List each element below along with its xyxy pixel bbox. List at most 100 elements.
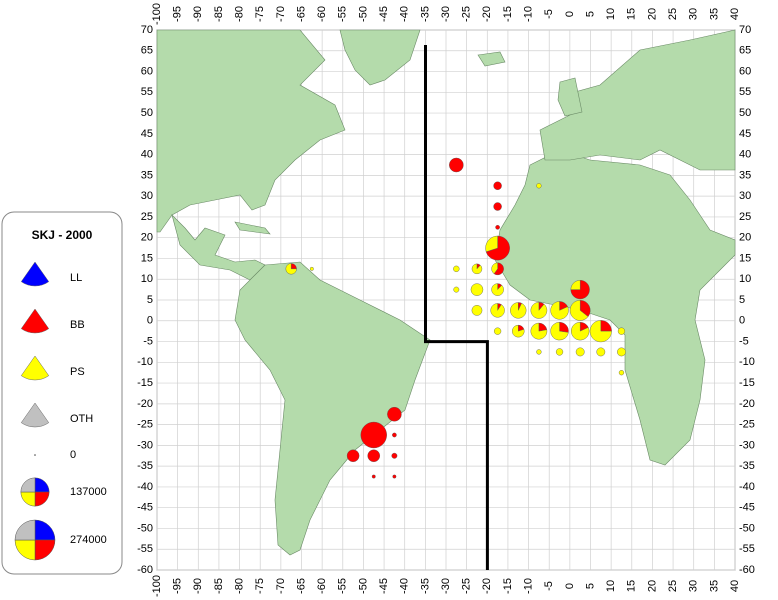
x-tick-label: 30: [688, 580, 700, 592]
x-tick-label: 35: [708, 8, 720, 20]
y-tick-label: -15: [137, 377, 153, 389]
x-tick-label: -85: [213, 578, 225, 594]
pie-wedge: [555, 348, 564, 356]
pie-wedge: [536, 183, 542, 189]
pie-wedge: [589, 320, 612, 343]
pie-wedge: [569, 300, 589, 321]
y-tick-label: 60: [141, 65, 153, 77]
legend-size-wedge: [20, 477, 36, 493]
pie-wedge: [346, 449, 360, 463]
pie-wedge: [571, 321, 590, 341]
y-tick-label: 20: [141, 232, 153, 244]
south-america: [234, 261, 431, 556]
y-tick-label: -40: [137, 481, 153, 493]
x-tick-label: -50: [357, 578, 369, 594]
x-tick-label: 0: [564, 11, 576, 17]
legend-swatch: [20, 402, 50, 428]
legend-size-label: 0: [70, 449, 76, 461]
x-tick-label: 10: [605, 8, 617, 20]
pie-wedge: [491, 283, 504, 296]
x-tick-label: 30: [688, 8, 700, 20]
pie-wedge: [579, 300, 591, 317]
pie-wedge: [570, 280, 581, 290]
legend-size-dot: [34, 454, 36, 456]
legend-swatch: [20, 355, 50, 381]
x-tick-label: -80: [233, 6, 245, 22]
stock-boundary: [424, 45, 489, 570]
x-tick-label: -35: [419, 6, 431, 22]
y-tick-label: -35: [137, 460, 153, 472]
x-tick-label: -25: [461, 6, 473, 22]
legend: SKJ - 2000 LL BB PS OTH 0 137000 274000: [1, 211, 123, 575]
y-tick-label: 65: [141, 45, 153, 57]
pie-wedge: [471, 263, 483, 274]
pie-wedge: [617, 327, 626, 335]
y-tick-label: -5: [739, 335, 749, 347]
y-tick-label: 5: [147, 294, 153, 306]
pie-wedge: [493, 202, 502, 211]
pie-wedge: [471, 305, 483, 316]
pie-wedge: [285, 263, 297, 275]
pie-wedge: [449, 157, 464, 173]
y-tick-label: -10: [137, 356, 153, 368]
y-tick-label: -50: [137, 522, 153, 534]
pie-wedge: [536, 349, 542, 355]
pie-wedge: [453, 286, 460, 293]
x-tick-label: -5: [543, 581, 555, 591]
legend-size-wedge: [14, 539, 36, 561]
pie-wedge: [493, 327, 502, 335]
x-tick-label: -90: [192, 6, 204, 22]
y-tick-label: -50: [739, 522, 755, 534]
legend-label: PS: [70, 366, 85, 378]
y-tick-label: -60: [137, 564, 153, 576]
x-tick-label: 20: [646, 8, 658, 20]
y-tick-label: -45: [137, 502, 153, 514]
legend-swatch: [20, 308, 50, 334]
x-tick-label: -75: [254, 578, 266, 594]
pie-wedge: [371, 474, 376, 479]
y-tick-label: 10: [739, 273, 751, 285]
x-tick-label: -15: [502, 6, 514, 22]
central-america: [171, 213, 266, 281]
pie-wedge: [550, 301, 569, 320]
x-tick-label: -10: [522, 578, 534, 594]
y-tick-label: 70: [739, 24, 751, 36]
pie-wedge: [470, 283, 484, 296]
pie-wedge: [490, 303, 505, 318]
x-tick-label: -95: [172, 578, 184, 594]
legend-size-wedge: [34, 519, 56, 541]
cuba: [234, 221, 271, 235]
x-tick-label: -40: [399, 6, 411, 22]
x-tick-label: 40: [729, 580, 741, 592]
y-tick-label: 60: [739, 65, 751, 77]
north-america: [156, 29, 346, 233]
x-tick-label: -65: [295, 578, 307, 594]
x-tick-label: -90: [192, 578, 204, 594]
x-tick-label: -60: [316, 578, 328, 594]
y-tick-label: 30: [739, 190, 751, 202]
pie-wedge: [387, 406, 402, 422]
y-tick-label: -10: [739, 356, 755, 368]
x-tick-label: 40: [729, 8, 741, 20]
pie-wedge: [530, 302, 548, 319]
pie-wedge: [392, 432, 397, 438]
pie-wedge: [596, 347, 606, 357]
x-tick-label: 15: [626, 580, 638, 592]
y-tick-label: 5: [739, 294, 745, 306]
x-tick-label: -45: [378, 578, 390, 594]
x-tick-label: -55: [337, 578, 349, 594]
y-tick-label: -40: [739, 481, 755, 493]
pie-wedge: [575, 347, 585, 357]
x-tick-label: 20: [646, 580, 658, 592]
x-tick-label: -85: [213, 6, 225, 22]
y-tick-label: -30: [739, 439, 755, 451]
x-tick-label: 10: [605, 580, 617, 592]
y-tick-label: -55: [137, 543, 153, 555]
legend-label: BB: [70, 319, 85, 331]
pie-wedge: [491, 262, 498, 275]
pie-wedge: [493, 262, 504, 276]
pie-wedge: [367, 449, 380, 463]
x-tick-label: 5: [584, 11, 596, 17]
pie-wedge: [495, 225, 500, 230]
